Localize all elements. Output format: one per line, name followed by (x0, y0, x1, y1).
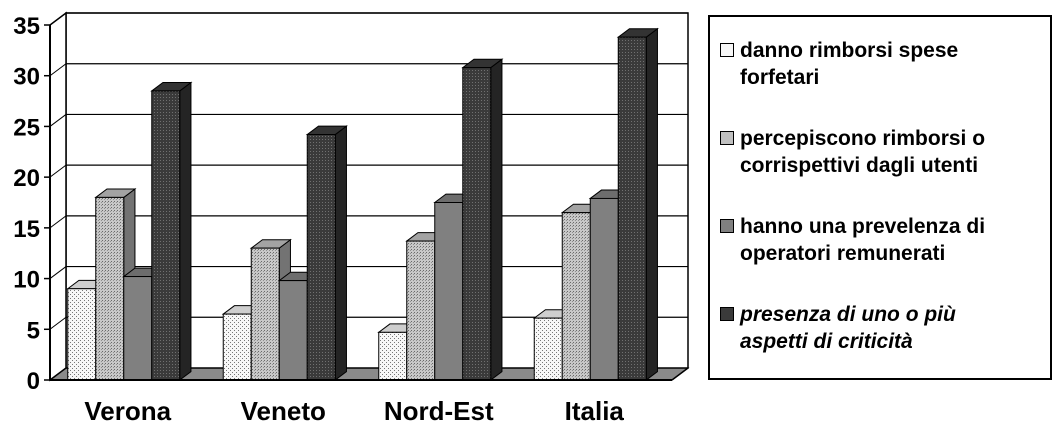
y-tick-label: 15 (13, 216, 40, 243)
bar-side (179, 81, 192, 381)
bar (222, 313, 252, 381)
bar (278, 280, 308, 381)
legend-label-line: hanno una prevelenza di (740, 215, 986, 238)
bar-side (645, 27, 658, 381)
x-tick-label: Nord-Est (384, 396, 494, 425)
x-tick-label: Italia (565, 396, 625, 425)
bar-chart: 0 5 10 15 20 25 30 35 Verona Veneto Nord-Est Itali… (13, 11, 690, 425)
gridline-depth (49, 12, 67, 26)
bar (378, 331, 408, 381)
x-axis-depth (671, 367, 689, 381)
bar (67, 288, 97, 381)
bar (462, 67, 492, 381)
legend-label-line: danno rimborsi spese (740, 39, 959, 62)
legend-label-line: aspetti di criticità (740, 330, 913, 353)
gridline-depth (49, 164, 67, 178)
legend-item-operatori-remunerati: hanno una prevelenza di operatori remune… (720, 213, 1050, 267)
bar (250, 247, 280, 381)
y-axis: 0 5 10 15 20 25 30 35 (13, 13, 51, 395)
legend-label-line: percepiscono rimborsi o (740, 127, 986, 150)
bar (306, 134, 336, 381)
y-tick-label: 25 (13, 114, 40, 141)
legend: danno rimborsi spese forfetari percepisc… (708, 15, 1052, 380)
bar-side (490, 58, 503, 381)
x-tick-label: Verona (84, 396, 171, 425)
legend-item-criticita: presenza di uno o più aspetti di critici… (720, 301, 1050, 355)
bar (561, 212, 591, 381)
legend-label-line: corrispettivi dagli utenti (740, 154, 979, 177)
gridline-depth (49, 114, 67, 127)
legend-swatch-criticita (720, 307, 734, 321)
bar (434, 202, 464, 381)
bar (95, 196, 125, 381)
gridline-depth (49, 266, 67, 279)
y-tick-label: 35 (13, 13, 40, 40)
bar (406, 240, 436, 381)
bar-side (334, 125, 347, 381)
legend-swatch-rimborsi-utenti (720, 131, 734, 145)
x-axis: Verona Veneto Nord-Est Italia (50, 367, 689, 425)
bar (123, 276, 153, 381)
legend-swatch-rimborsi-forfetari (720, 43, 734, 57)
side-wall (49, 11, 67, 382)
gridline-depth (49, 215, 67, 229)
legend-item-rimborsi-forfetari: danno rimborsi spese forfetari (720, 37, 1050, 91)
y-tick-label: 20 (13, 165, 40, 192)
legend-label-line: operatori remunerati (740, 242, 946, 265)
bar (151, 90, 181, 381)
bar (589, 197, 619, 381)
y-tick-label: 10 (13, 267, 40, 294)
gridline-depth (49, 316, 67, 330)
x-tick-label: Veneto (241, 396, 326, 425)
gridline-depth (49, 63, 67, 77)
bar (533, 317, 563, 381)
legend-item-rimborsi-utenti: percepiscono rimborsi o corrispettivi da… (720, 125, 1050, 179)
y-tick-label: 0 (27, 368, 40, 395)
bar (617, 36, 647, 381)
legend-label-line: presenza di uno o più (740, 303, 956, 326)
y-tick-label: 30 (13, 64, 40, 91)
y-tick-label: 5 (27, 317, 40, 344)
legend-swatch-operatori-remunerati (720, 219, 734, 233)
legend-label-line: forfetari (740, 66, 820, 89)
